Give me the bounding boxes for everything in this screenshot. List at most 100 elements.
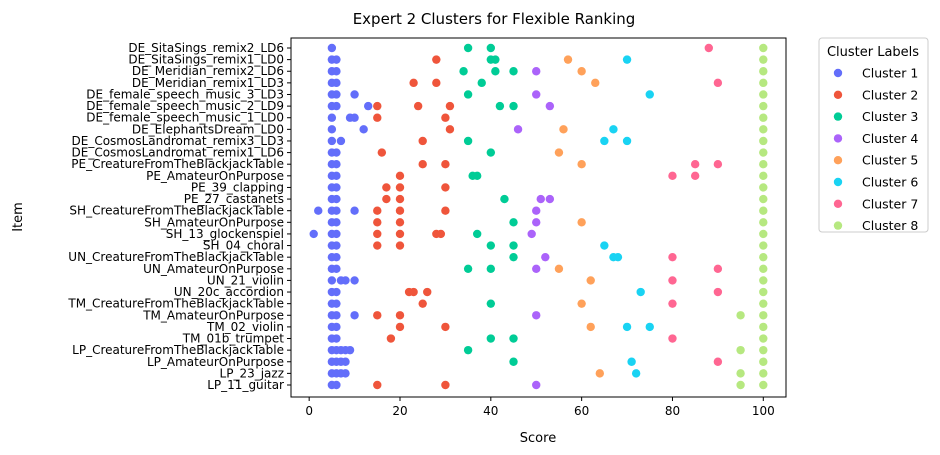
data-point [472,229,482,239]
legend-marker [833,68,843,78]
data-point [622,55,632,64]
legend-marker [833,199,843,208]
data-point [536,194,545,204]
data-point [395,241,405,250]
series-1 [309,43,373,390]
data-point [477,78,486,88]
data-point [486,43,496,53]
data-point [600,136,609,146]
data-point [509,241,518,250]
y-tick-label: UN_CreatureFromTheBlackjackTable [68,250,284,264]
data-point [463,90,473,99]
data-point [332,194,341,204]
data-point [395,194,405,204]
data-point [759,160,768,169]
series-6 [600,55,654,378]
x-tick-label: 0 [305,404,313,418]
series-7 [668,43,723,366]
data-point [631,369,641,378]
data-point [532,206,541,215]
data-point [713,287,723,297]
data-point [613,252,623,262]
data-point [736,369,745,378]
data-point [332,264,341,273]
data-point [486,264,496,273]
y-tick-label: TM_02_violin [206,320,284,334]
data-point [395,311,405,320]
y-tick-label: TM_01b_trumpet [182,332,285,346]
data-point [441,113,450,122]
data-point [736,380,745,390]
data-point [432,78,441,88]
data-point [441,160,450,169]
data-point [373,113,382,122]
data-point [545,101,555,111]
data-point [341,276,350,285]
x-tick-label: 60 [574,404,589,418]
data-point [545,194,555,204]
data-point [418,160,427,169]
y-tick-label: DE_female_speech_music_3_LD3 [86,87,284,101]
data-point [418,299,427,308]
data-point [759,171,768,181]
data-point [463,43,473,53]
data-point [373,241,382,250]
y-tick-label: SH_AmateurOnPurpose [144,215,284,229]
data-point [704,43,713,53]
data-point [759,113,768,122]
series-2 [373,55,455,390]
data-point [309,229,318,239]
data-point [509,334,518,343]
data-point [327,276,337,285]
data-point [395,183,405,192]
data-point [586,322,595,332]
x-tick-label: 100 [752,404,775,418]
data-point [759,287,768,297]
data-point [332,78,341,88]
data-point [759,276,768,285]
data-point [486,241,496,250]
data-point [577,218,586,227]
data-point [541,252,550,262]
y-tick-label: DE_CosmosLandromat_remix1_LD6 [72,146,284,160]
y-tick-label: LP_AmateurOnPurpose [147,355,284,369]
data-point [327,125,337,134]
data-point [441,206,450,215]
y-tick-label: UN_20c_accordion [174,285,284,299]
data-point [382,194,391,204]
data-point [509,67,518,76]
data-point [713,357,723,366]
data-point [350,206,359,215]
data-point [532,67,541,76]
data-point [609,125,618,134]
series-4 [513,67,555,390]
data-point [332,90,341,99]
data-point [713,264,723,273]
y-tick-label: PE_39_clapping [191,180,284,194]
data-point [586,276,595,285]
legend-label: Cluster 4 [862,131,918,146]
data-point [668,171,677,181]
legend-marker [833,221,843,230]
data-point [591,78,600,88]
data-point [759,67,768,76]
data-point [759,194,768,204]
data-point [486,334,496,343]
data-points [309,43,768,390]
legend-marker [833,134,843,143]
y-tick-label: DE_Meridian_remix1_LD3 [132,76,284,90]
y-tick-label: DE_SitaSings_remix2_LD6 [128,41,284,55]
data-point [627,357,636,366]
data-point [759,334,768,343]
data-point [622,322,632,332]
data-point [509,252,518,262]
legend-marker [833,177,843,187]
data-point [395,206,405,215]
series-3 [459,43,518,366]
data-point [713,78,723,88]
y-tick-label: DE_female_speech_music_2_LD9 [86,99,284,113]
data-point [332,171,341,181]
data-point [759,357,768,366]
data-point [554,264,564,273]
plot-area [290,37,787,398]
